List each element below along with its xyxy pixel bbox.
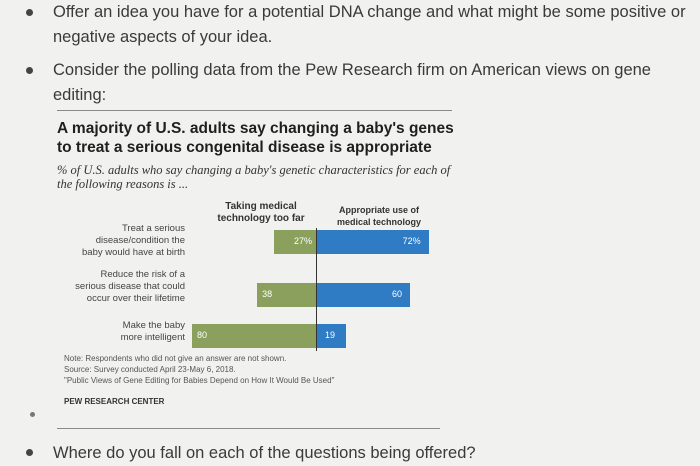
bullet-text: Where do you fall on each of the questio… [53, 444, 476, 462]
row-label-line: disease/condition the [95, 235, 185, 246]
row-label-line: Make the baby [122, 320, 185, 331]
bar-too-far-treat-disease: 27% [274, 230, 316, 254]
bar-value-label: 80 [197, 330, 208, 340]
bullet-dot [26, 449, 33, 456]
bar-appropriate-intelligence: 19 [317, 324, 347, 348]
chart-center-axis [316, 228, 317, 351]
chart-report-title: "Public Views of Gene Editing for Babies… [64, 376, 335, 385]
row-label-line: Treat a serious [121, 223, 185, 234]
bar-appropriate-reduce-risk: 60 [317, 283, 410, 307]
chart-title-line: A majority of U.S. adults say changing a… [57, 120, 454, 137]
row-label-line: more intelligent [120, 332, 185, 343]
bottom-rule [57, 428, 440, 429]
bullet-item-1: Offer an idea you have for a potential D… [26, 0, 686, 50]
column-header-line: technology too far [217, 213, 305, 224]
chart-source: Source: Survey conducted April 23-May 6,… [64, 365, 236, 374]
chart-subtitle-line: % of U.S. adults who say changing a baby… [57, 163, 451, 177]
bullet-text: Offer an idea you have for a potential D… [53, 3, 686, 21]
chart-title-line: to treat a serious congenital disease is… [57, 139, 432, 156]
bullet-dot [26, 9, 33, 16]
column-header-line: Appropriate use of [338, 205, 419, 215]
row-label-intelligence: Make the baby more intelligent [60, 320, 185, 344]
bullet-item-2: Consider the polling data from the Pew R… [26, 58, 651, 108]
row-label-reduce-risk: Reduce the risk of a serious disease tha… [60, 269, 185, 305]
chart-title: A majority of U.S. adults say changing a… [57, 119, 454, 157]
row-label-line: serious disease that could [75, 281, 185, 292]
chart-note: Note: Respondents who did not give an an… [64, 354, 287, 363]
bullet-item-3: Where do you fall on each of the questio… [26, 441, 476, 466]
pew-logo-text: PEW RESEARCH CENTER [64, 397, 165, 406]
row-label-line: baby would have at birth [82, 247, 185, 258]
row-label-line: Reduce the risk of a [100, 269, 186, 280]
bar-value-label: 38 [262, 289, 273, 299]
bullet-dot [26, 67, 33, 74]
bar-value-label: 72% [402, 236, 421, 246]
bar-too-far-intelligence: 80 [192, 324, 316, 348]
bullet-dot [30, 412, 35, 417]
bullet-text: negative aspects of your idea. [53, 28, 273, 46]
bar-value-label: 27% [293, 236, 312, 246]
bullet-text: Consider the polling data from the Pew R… [53, 61, 651, 79]
row-label-treat-disease: Treat a serious disease/condition the ba… [60, 223, 185, 259]
chart-subtitle-line: the following reasons is ... [57, 177, 189, 191]
column-header-left: Taking medical technology too far [216, 201, 306, 225]
bar-too-far-reduce-risk: 38 [257, 283, 316, 307]
column-header-line: medical technology [336, 217, 422, 227]
column-header-right: Appropriate use of medical technology [330, 204, 428, 228]
bar-value-label: 19 [325, 330, 336, 340]
bar-value-label: 60 [391, 289, 402, 299]
bullet-text: editing: [53, 86, 107, 104]
chart-subtitle: % of U.S. adults who say changing a baby… [57, 163, 457, 191]
bar-appropriate-treat-disease: 72% [317, 230, 429, 254]
column-header-line: Taking medical [225, 201, 297, 212]
row-label-line: occur over their lifetime [86, 293, 185, 304]
chart-notes: Note: Respondents who did not give an an… [64, 353, 334, 386]
chart-top-rule [57, 110, 452, 111]
